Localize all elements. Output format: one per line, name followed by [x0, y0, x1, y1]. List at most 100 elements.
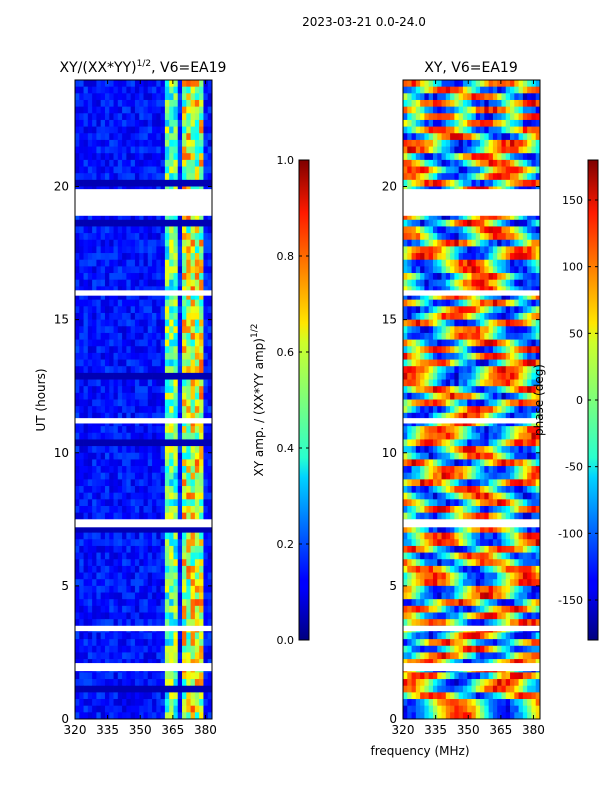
- heatmap-cell: [518, 259, 524, 267]
- heatmap-cell: [147, 672, 153, 680]
- heatmap-cell: [531, 306, 537, 314]
- heatmap-cell: [83, 173, 89, 181]
- heatmap-cell: [152, 233, 157, 241]
- heatmap-cell: [194, 532, 200, 540]
- heatmap-cell: [471, 279, 477, 287]
- heatmap-cell: [117, 239, 123, 247]
- heatmap-cell: [83, 452, 89, 460]
- heatmap-cell: [190, 126, 196, 134]
- heatmap-cell: [156, 359, 162, 367]
- heatmap-cell: [415, 80, 421, 88]
- heatmap-cell: [147, 479, 153, 487]
- heatmap-cell: [177, 639, 183, 647]
- heatmap-cell: [535, 439, 540, 447]
- heatmap-cell: [194, 379, 200, 387]
- heatmap-cell: [134, 339, 140, 347]
- heatmap-cell: [497, 392, 502, 400]
- heatmap-cell: [207, 559, 212, 567]
- heatmap-cell: [177, 406, 183, 414]
- heatmap-cell: [471, 392, 477, 400]
- heatmap-cell: [83, 492, 89, 500]
- flagged-band: [75, 418, 212, 424]
- heatmap-cell: [79, 632, 84, 640]
- heatmap-cell: [177, 106, 183, 114]
- heatmap-cell: [510, 346, 515, 354]
- heatmap-cell: [199, 226, 204, 234]
- heatmap-cell: [100, 319, 106, 327]
- heatmap-cell: [501, 93, 507, 101]
- heatmap-cell: [134, 119, 140, 127]
- heatmap-cell: [424, 366, 430, 374]
- heatmap-cell: [152, 712, 157, 719]
- heatmap-cell: [104, 472, 110, 480]
- heatmap-cell: [87, 632, 93, 640]
- heatmap-cell: [207, 339, 212, 347]
- heatmap-cell: [194, 572, 200, 580]
- heatmap-cell: [492, 93, 498, 101]
- heatmap-cell: [75, 312, 80, 321]
- heatmap-cell: [100, 253, 106, 261]
- heatmap-cell: [501, 273, 507, 281]
- heatmap-cell: [126, 512, 132, 520]
- heatmap-cell: [79, 306, 84, 314]
- heatmap-cell: [411, 399, 417, 407]
- heatmap-cell: [130, 379, 136, 387]
- heatmap-cell: [510, 239, 515, 247]
- heatmap-cell: [432, 366, 438, 374]
- heatmap-cell: [445, 299, 451, 307]
- heatmap-cell: [186, 266, 191, 274]
- heatmap-cell: [96, 525, 102, 534]
- heatmap-cell: [83, 605, 89, 613]
- heatmap-cell: [403, 426, 408, 434]
- heatmap-cell: [428, 386, 434, 394]
- heatmap-cell: [403, 219, 408, 227]
- heatmap-cell: [104, 93, 110, 101]
- heatmap-cell: [109, 126, 114, 134]
- heatmap-cell: [467, 452, 472, 460]
- heatmap-cell: [207, 86, 212, 94]
- heatmap-cell: [203, 466, 209, 474]
- heatmap-cell: [126, 379, 132, 387]
- heatmap-cell: [100, 605, 106, 613]
- heatmap-cell: [139, 233, 144, 241]
- heatmap-cell: [522, 166, 528, 174]
- heatmap-cell: [186, 399, 191, 407]
- heatmap-cell: [403, 113, 408, 121]
- heatmap-cell: [450, 293, 455, 301]
- heatmap-cell: [527, 273, 532, 281]
- heatmap-cell: [173, 213, 179, 221]
- heatmap-cell: [177, 659, 183, 667]
- heatmap-cell: [139, 359, 144, 367]
- heatmap-cell: [96, 585, 102, 593]
- heatmap-cell: [126, 599, 132, 607]
- heatmap-cell: [109, 146, 114, 154]
- heatmap-cell: [79, 565, 84, 573]
- heatmap-cell: [79, 319, 84, 327]
- heatmap-cell: [152, 326, 157, 334]
- heatmap-cell: [134, 253, 140, 261]
- heatmap-cell: [420, 233, 425, 241]
- heatmap-cell: [432, 279, 438, 287]
- heatmap-cell: [143, 439, 149, 447]
- heatmap-cell: [518, 133, 524, 141]
- heatmap-cell: [531, 432, 537, 440]
- heatmap-cell: [113, 106, 119, 114]
- heatmap-cell: [156, 685, 162, 693]
- heatmap-cell: [79, 479, 84, 487]
- heatmap-cell: [445, 179, 451, 187]
- heatmap-cell: [134, 685, 140, 693]
- heatmap-cell: [194, 386, 200, 394]
- heatmap-cell: [160, 672, 166, 680]
- heatmap-cell: [194, 392, 200, 400]
- heatmap-cell: [471, 326, 477, 334]
- heatmap-cell: [514, 379, 519, 387]
- heatmap-cell: [177, 612, 183, 620]
- heatmap-cell: [92, 153, 97, 161]
- heatmap-cell: [432, 399, 438, 407]
- heatmap-cell: [139, 332, 144, 340]
- heatmap-cell: [190, 412, 196, 420]
- heatmap-cell: [194, 406, 200, 414]
- heatmap-cell: [87, 612, 93, 620]
- heatmap-cell: [190, 479, 196, 487]
- heatmap-cell: [497, 459, 502, 467]
